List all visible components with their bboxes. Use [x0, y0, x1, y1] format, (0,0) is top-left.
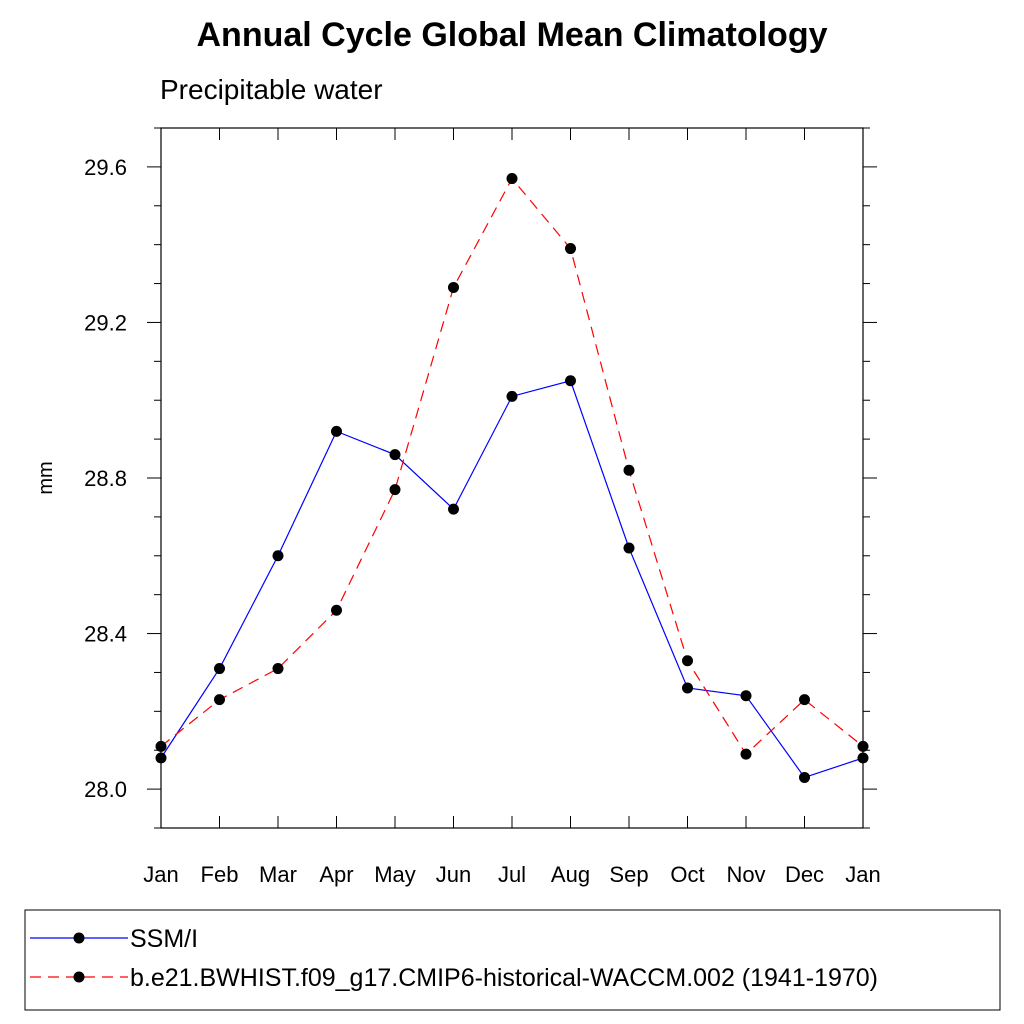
data-point-series-2	[682, 655, 693, 667]
y-tick-label: 28.4	[84, 622, 127, 647]
y-tick-label: 28.8	[84, 466, 127, 491]
data-point-series-1	[682, 682, 693, 694]
y-tick-label: 28.0	[84, 777, 127, 802]
x-tick-label: Jul	[498, 862, 526, 887]
legend-label-2: b.e21.BWHIST.f09_g17.CMIP6-historical-WA…	[130, 964, 878, 992]
x-tick-label: Apr	[319, 862, 353, 887]
data-point-series-2	[623, 464, 635, 476]
x-tick-label: Nov	[726, 862, 765, 887]
legend-label-1: SSM/I	[130, 925, 198, 953]
data-point-series-1	[448, 503, 459, 515]
data-point-series-2	[799, 694, 810, 706]
x-tick-label: Mar	[259, 862, 297, 887]
y-tick-labels: 28.0 28.4 28.8 29.2 29.6	[84, 155, 127, 802]
y-tick-label: 29.2	[84, 310, 127, 335]
data-point-series-2	[565, 243, 576, 255]
data-point-series-1	[155, 752, 167, 764]
x-tick-label: Jun	[436, 862, 471, 887]
data-point-series-2	[331, 604, 342, 616]
data-point-series-2	[506, 173, 518, 185]
legend-box	[24, 909, 1001, 1011]
data-point-series-1	[331, 425, 342, 437]
data-point-series-2	[857, 740, 869, 752]
x-tick-label: Aug	[551, 862, 590, 887]
x-tick-label: Jan	[143, 862, 178, 887]
x-tick-label: Sep	[609, 862, 648, 887]
series-line-1	[160, 380, 864, 779]
legend: SSM/I b.e21.BWHIST.f09_g17.CMIP6-historic…	[30, 925, 878, 992]
data-point-series-2	[214, 694, 225, 706]
data-point-series-2	[448, 281, 459, 293]
plot-frame	[160, 127, 864, 829]
chart-subtitle: Precipitable water	[160, 74, 383, 105]
x-tick-label: Jan	[845, 862, 880, 887]
x-tick-labels: Jan Feb Mar Apr May Jun Jul Aug Sep Oct Nov Dec Jan	[143, 862, 880, 887]
data-point-series-2	[389, 484, 401, 496]
data-point-series-1	[623, 542, 635, 554]
series-line-2	[160, 177, 864, 756]
data-point-series-1	[506, 390, 518, 402]
data-point-series-2	[155, 740, 167, 752]
data-point-series-1	[565, 375, 576, 387]
legend-marker-2	[73, 971, 85, 983]
data-point-series-1	[857, 752, 869, 764]
data-point-series-2	[740, 748, 752, 760]
x-tick-label: May	[374, 862, 416, 887]
data-point-series-1	[740, 690, 752, 702]
data-point-series-1	[389, 449, 401, 461]
y-tick-label: 29.6	[84, 155, 127, 180]
data-point-series-2	[272, 663, 284, 675]
x-tick-label: Oct	[670, 862, 704, 887]
chart-title: Annual Cycle Global Mean Climatology	[197, 16, 828, 54]
legend-marker-1	[73, 932, 85, 944]
x-tick-label: Feb	[201, 862, 239, 887]
data-point-series-1	[272, 550, 284, 562]
data-point-series-1	[799, 771, 810, 783]
axis-ticks	[147, 127, 877, 829]
series-layer	[155, 173, 869, 783]
y-axis-label: mm	[35, 461, 57, 494]
x-tick-label: Dec	[785, 862, 824, 887]
data-point-series-1	[214, 663, 225, 675]
